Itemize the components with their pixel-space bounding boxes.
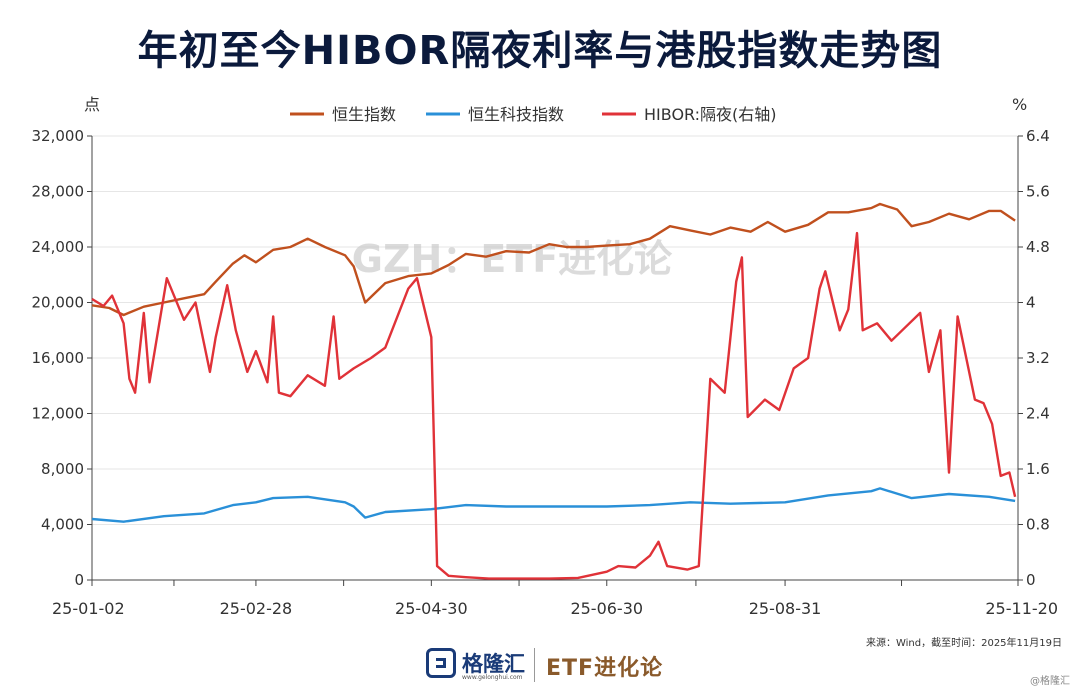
ytick-left-label: 12,000 [32,405,85,423]
brand-name: 格隆汇 [462,652,525,676]
ytick-right-label: 0 [1026,571,1036,589]
ytick-left-label: 4,000 [41,516,84,534]
legend: 恒生指数 恒生科技指数 HIBOR:隔夜(右轴) [290,105,777,124]
ytick-right-label: 4.8 [1026,238,1050,256]
series-line [91,231,1017,580]
ytick-left-label: 20,000 [32,294,85,312]
ytick-right-label: 2.4 [1026,405,1050,423]
chart-svg: GZH：ETF进化论 0 04,000 0.88,000 1.612,000 2.416… [32,95,1059,618]
ytick-right-label: 4 [1026,294,1036,312]
xtick-label: 25-01-02 [52,599,125,618]
ytick-right-label: 1.6 [1026,460,1050,478]
series-line [91,202,1016,317]
footer-divider [534,648,535,682]
ytick-right-label: 3.2 [1026,349,1050,367]
chart-title: 年初至今HIBOR隔夜利率与港股指数走势图 [137,28,943,74]
xtick-label: 25-11-20 [985,599,1058,618]
ytick-left-label: 28,000 [32,183,85,201]
corner-watermark: @格隆汇 [1030,676,1070,687]
xtick-label: 25-08-31 [749,599,822,618]
ytick-right-label: 5.6 [1026,183,1050,201]
gelonghui-logo-icon [426,648,456,678]
brand-secondary: ETF进化论 [546,656,664,681]
ytick-right-label: 6.4 [1026,127,1050,145]
series-line [91,487,1016,523]
ytick-right-label: 0.8 [1026,516,1050,534]
brand-url: www.gelonghui.com [462,674,523,681]
grid-lines [92,135,1018,525]
y-left-unit: 点 [84,95,100,114]
ytick-left-label: 16,000 [32,349,85,367]
axes: 0 0 4,000 0.8 8,000 1.6 12,000 2.4 16,000 3.2 20,0… [32,95,1059,618]
source-note: 来源：Wind，截至时间：2025年11月19日 [865,638,1062,649]
ytick-left-label: 0 [74,571,84,589]
legend-label: HIBOR:隔夜(右轴) [644,105,777,124]
xtick-label: 25-06-30 [570,599,643,618]
ytick-left-label: 32,000 [32,127,85,145]
xtick-label: 25-04-30 [395,599,468,618]
ytick-left-label: 8,000 [41,460,84,478]
y-right-unit: % [1012,95,1027,114]
legend-label: 恒生指数 [332,105,396,124]
xtick-label: 25-02-28 [220,599,293,618]
series-lines [91,202,1017,580]
ytick-left-label: 24,000 [32,238,85,256]
legend-label: 恒生科技指数 [468,105,564,124]
